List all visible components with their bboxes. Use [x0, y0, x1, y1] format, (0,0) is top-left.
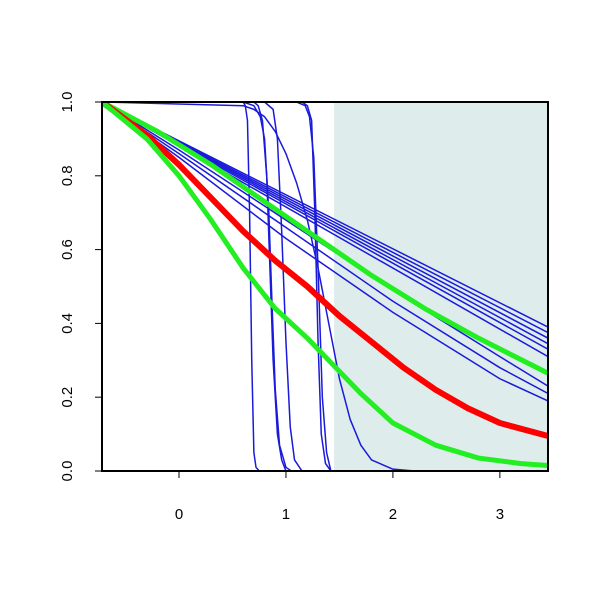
series-line-red-18: [102, 102, 548, 439]
y-tick-label: 0.4: [59, 313, 76, 334]
series-line-blue-1: [102, 102, 548, 471]
y-tick-label: 0.6: [59, 239, 76, 260]
y-axis: 0.0 0.2 0.4 0.6 0.8 1.0: [59, 92, 103, 482]
series-line-green-17: [102, 102, 548, 376]
series-line-blue-2: [102, 102, 548, 471]
series-layer: [102, 102, 548, 471]
series-line-blue-8: [102, 102, 548, 328]
series-line-blue-4: [102, 102, 548, 471]
x-tick-label: 1: [282, 506, 290, 523]
x-tick-label: 0: [175, 506, 183, 523]
x-tick-label: 2: [389, 506, 397, 523]
series-line-blue-15: [102, 102, 548, 395]
y-tick-label: 0.2: [59, 387, 76, 408]
series-line-green-19: [102, 102, 548, 468]
y-tick-label: 0.0: [59, 461, 76, 482]
series-line-blue-7: [102, 102, 548, 471]
x-tick-label: 3: [496, 506, 504, 523]
y-tick-label: 0.8: [59, 165, 76, 186]
series-line-blue-5: [102, 102, 548, 471]
series-line-blue-16: [102, 102, 548, 402]
x-axis: 0 1 2 3: [175, 470, 504, 523]
y-tick-label: 1.0: [59, 92, 76, 113]
